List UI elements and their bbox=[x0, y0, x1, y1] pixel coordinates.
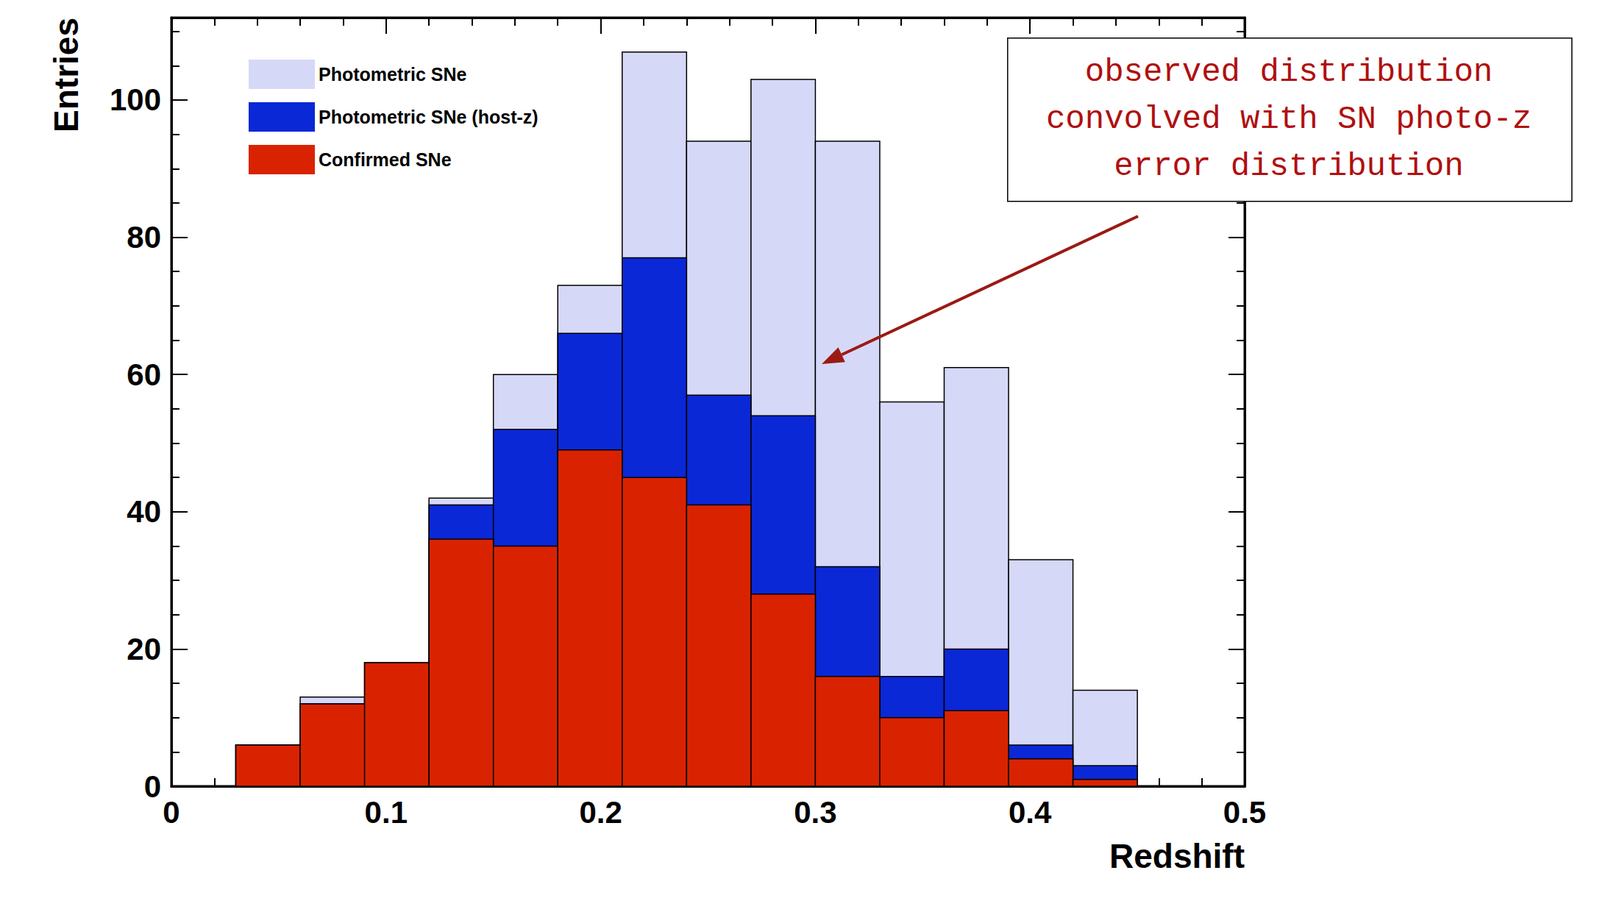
svg-text:0.3: 0.3 bbox=[793, 795, 837, 830]
svg-text:80: 80 bbox=[126, 219, 162, 255]
svg-text:40: 40 bbox=[126, 494, 162, 529]
svg-text:0.4: 0.4 bbox=[1008, 795, 1052, 830]
svg-text:Redshift: Redshift bbox=[1109, 837, 1245, 876]
svg-text:0: 0 bbox=[144, 769, 162, 805]
svg-text:20: 20 bbox=[126, 631, 162, 667]
svg-text:100: 100 bbox=[109, 82, 162, 117]
svg-text:error distribution: error distribution bbox=[1113, 147, 1464, 185]
svg-text:0.2: 0.2 bbox=[578, 795, 622, 830]
svg-text:Entries: Entries bbox=[47, 17, 86, 133]
svg-text:0.5: 0.5 bbox=[1223, 795, 1267, 830]
svg-text:Photometric SNe (host-z): Photometric SNe (host-z) bbox=[318, 106, 539, 128]
svg-text:0: 0 bbox=[162, 795, 180, 830]
svg-text:observed distribution: observed distribution bbox=[1085, 53, 1494, 91]
svg-text:Confirmed SNe: Confirmed SNe bbox=[318, 149, 452, 170]
svg-text:0.1: 0.1 bbox=[364, 795, 408, 830]
svg-text:Photometric SNe: Photometric SNe bbox=[318, 64, 468, 85]
svg-text:convolved with SN photo-z: convolved with SN photo-z bbox=[1046, 100, 1532, 138]
svg-text:60: 60 bbox=[126, 357, 162, 393]
